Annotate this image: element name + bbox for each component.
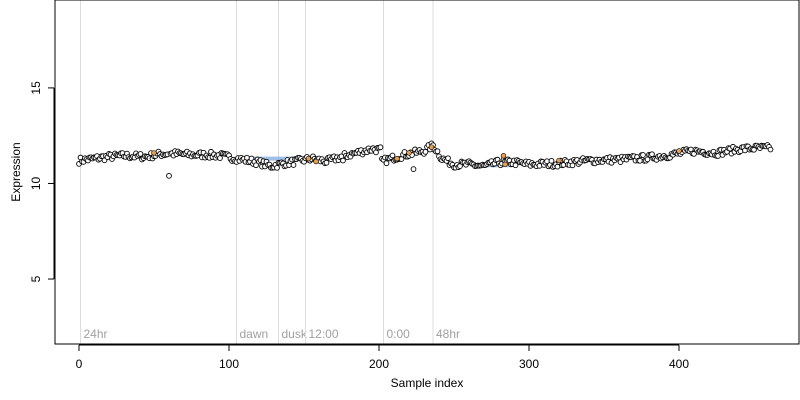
data-point-165 [323, 159, 330, 166]
data-point-118 [253, 162, 259, 169]
orange-point-6 [500, 153, 507, 159]
data-point-239 [434, 148, 441, 155]
y-tick-label-2: 15 [29, 81, 43, 95]
data-point-246 [445, 155, 451, 162]
x-tick-label-0: 0 [76, 357, 83, 371]
vline-label-1: dawn [240, 327, 269, 341]
plot-frame [54, 0, 800, 345]
orange-highlight-points [151, 144, 682, 168]
data-point-376 [640, 152, 646, 158]
data-point-132 [274, 164, 280, 171]
data-point-176 [340, 157, 346, 164]
orange-point-5 [428, 144, 435, 150]
data-point-94 [217, 155, 223, 161]
data-point-205 [383, 160, 390, 167]
data-point-217 [401, 149, 408, 155]
orange-point-4 [406, 150, 412, 156]
data-points [76, 140, 774, 179]
y-tick-label-1: 10 [29, 176, 43, 190]
x-axis-title: Sample index [391, 376, 464, 390]
orange-point-1 [305, 155, 312, 162]
orange-point-7 [502, 161, 508, 168]
data-point-60 [166, 172, 172, 179]
data-point-201 [377, 144, 384, 151]
orange-point-2 [313, 158, 319, 165]
vline-label-2: dusk [282, 327, 308, 341]
x-tick-label-3: 300 [519, 357, 539, 371]
data-point-143 [290, 162, 297, 168]
orange-point-9 [676, 148, 682, 154]
vline-label-0: 24hr [84, 327, 108, 341]
vline-label-4: 0:00 [387, 327, 411, 341]
data-point-291 [512, 162, 519, 169]
data-point-209 [389, 152, 396, 159]
data-point-461 [767, 146, 774, 153]
x-tick-label-1: 100 [219, 357, 239, 371]
data-point-223 [410, 166, 417, 172]
orange-point-3 [394, 155, 400, 162]
orange-point-0 [151, 150, 157, 156]
data-point-379 [644, 156, 651, 163]
data-point-231 [422, 148, 429, 155]
x-tick-label-2: 200 [369, 357, 389, 371]
data-point-329 [569, 162, 576, 169]
vertical-markers: 24hr dawn dusk 12:00 0:00 48hr [80, 0, 460, 344]
vline-label-5: 48hr [436, 327, 460, 341]
vline-label-3: 12:00 [309, 327, 339, 341]
y-tick-label-0: 5 [29, 275, 43, 282]
data-point-426 [715, 153, 721, 159]
y-axis-title: Expression [9, 142, 23, 201]
orange-point-8 [556, 157, 562, 164]
axes: 0 100 200 300 400 5 10 15 [29, 81, 689, 371]
data-point-315 [548, 157, 555, 164]
x-tick-label-4: 400 [669, 357, 689, 371]
data-point-41 [137, 151, 144, 157]
